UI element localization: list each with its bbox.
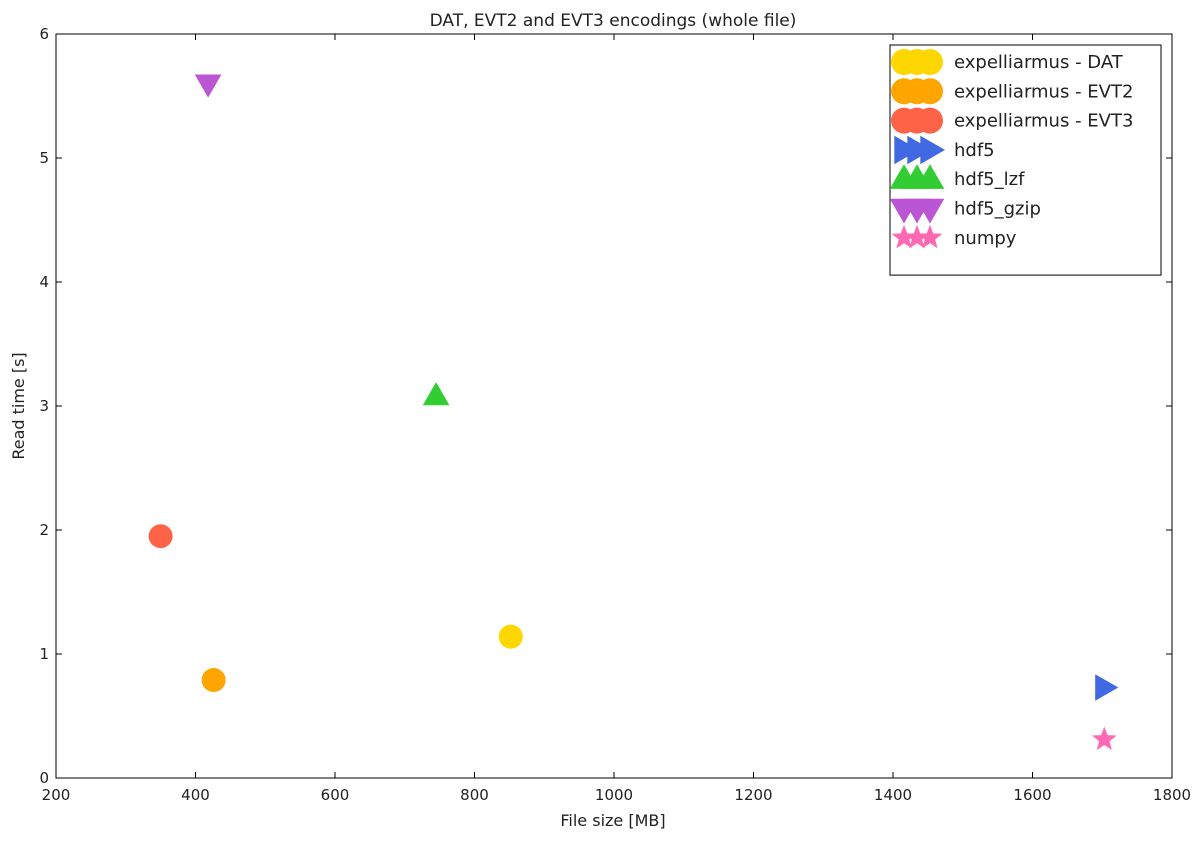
x-tick-label: 200 [42,786,71,804]
legend-marker [917,107,943,134]
y-tick-label: 2 [39,521,49,539]
legend-label: hdf5 [954,140,995,161]
data-point [194,74,222,98]
x-tick-label: 1800 [1153,786,1191,804]
legend-marker [917,49,943,75]
y-tick-label: 3 [39,397,49,415]
legend: expelliarmus - DAT expelliarmus - EVT2 exp… [889,44,1162,276]
legend-marker [915,198,945,224]
plot-frame [55,33,1173,779]
legend-marker [894,135,919,165]
data-point [422,382,450,406]
y-tick-label: 1 [39,645,49,663]
legend-marker [907,135,932,165]
y-tick-label: 0 [39,769,49,787]
legend-label: hdf5_lzf [954,169,1025,190]
data-point [148,524,173,549]
data-point [201,668,226,693]
data-points [148,74,1119,751]
y-tick-label: 6 [39,25,49,43]
legend-label: hdf5_gzip [954,199,1041,220]
x-tick-label: 600 [321,786,350,804]
legend-marker [915,164,945,189]
legend-marker [904,224,930,249]
legend-label: numpy [954,228,1017,249]
x-tick-label: 400 [181,786,210,804]
x-tick-label: 1400 [874,786,912,804]
y-axis-label: Read time [s] [9,352,28,459]
legend-label: expelliarmus - EVT3 [954,111,1133,132]
x-tick-label: 1200 [734,786,772,804]
legend-label: expelliarmus - DAT [954,52,1124,73]
x-axis-label: File size [MB] [560,811,665,830]
data-point [1092,726,1117,751]
x-tick-label: 1000 [595,786,633,804]
legend-marker [917,78,943,105]
data-point [1095,674,1119,701]
legend-label: expelliarmus - EVT2 [954,81,1133,102]
x-tick-label: 800 [460,786,489,804]
y-tick-label: 4 [39,273,49,291]
data-point [498,624,523,649]
legend-marker [891,224,917,249]
legend-marker [920,135,945,165]
chart-title: DAT, EVT2 and EVT3 encodings (whole file… [430,11,797,31]
x-tick-label: 1600 [1013,786,1051,804]
axis-ticks: 200 400 600 800 1000 1200 1400 1600 1800 0 1 2 3 4 5 6 [39,25,1191,804]
y-tick-label: 5 [39,149,49,167]
legend-marker [917,224,943,249]
